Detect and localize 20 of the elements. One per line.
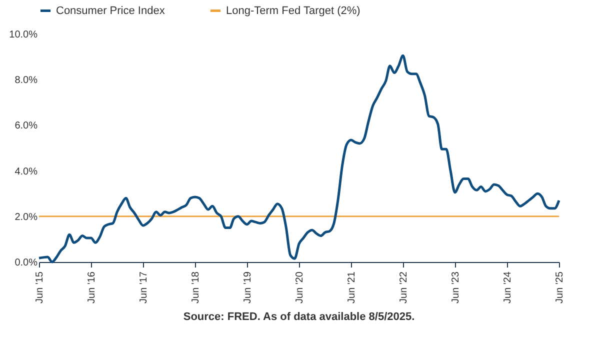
y-tick-label: 2.0%: [14, 212, 38, 223]
x-tick-label: Jun '24: [502, 271, 514, 304]
x-tick-label: Jun '15: [34, 271, 46, 304]
y-tick-label: 6.0%: [14, 120, 38, 132]
legend-label: Long-Term Fed Target (2%): [226, 4, 360, 17]
x-tick-label: Jun '25: [554, 271, 566, 304]
y-tick-label: 10.0%: [9, 30, 38, 40]
x-tick-label: Jun '21: [346, 271, 358, 304]
x-tick-label: Jun '18: [190, 271, 202, 304]
x-tick-label: Jun '20: [294, 271, 306, 304]
x-tick-label: Jun '22: [398, 271, 410, 304]
x-tick-label: Jun '16: [86, 271, 98, 304]
y-tick-label: 4.0%: [14, 166, 38, 178]
x-tick-label: Jun '17: [138, 271, 150, 304]
source-note: Source: FRED. As of data available 8/5/2025.: [183, 310, 415, 323]
x-tick-label: Jun '23: [450, 271, 462, 304]
y-tick-label: 8.0%: [14, 75, 38, 86]
x-tick-label: Jun '19: [242, 271, 254, 304]
y-tick-label: 0.0%: [14, 258, 38, 268]
legend-label: Consumer Price Index: [56, 4, 166, 17]
